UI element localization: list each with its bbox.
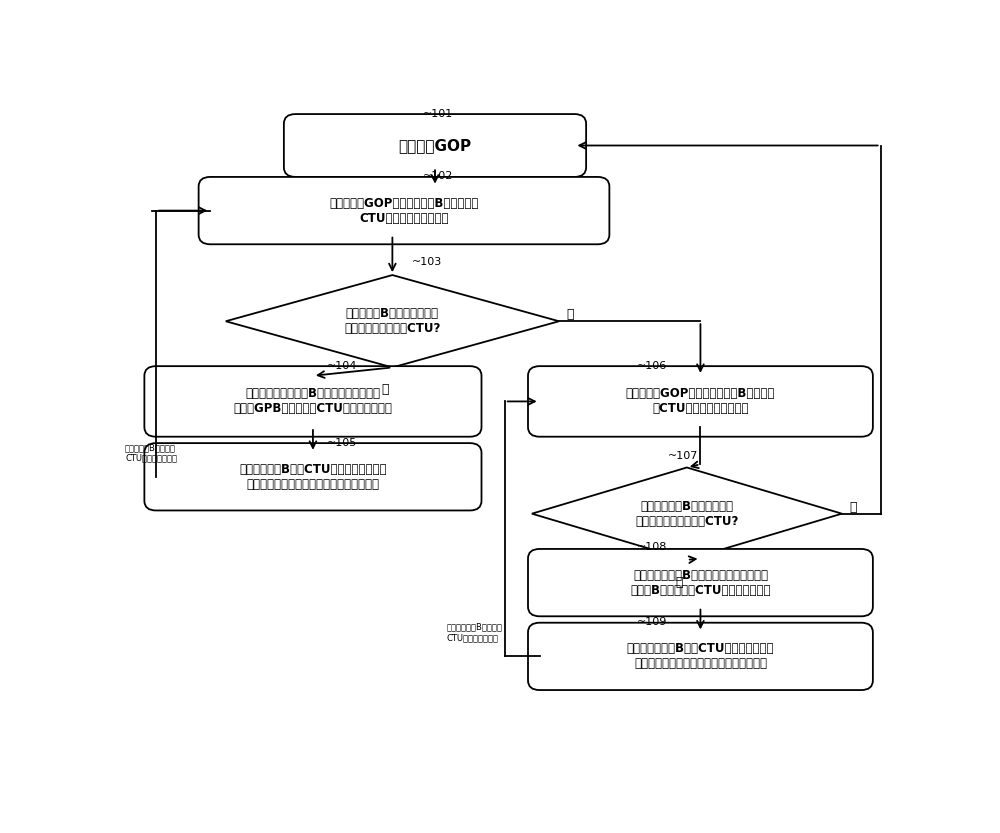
Text: 完成对非参考B帧中的该
CTU的帧间预测编码: 完成对非参考B帧中的该 CTU的帧间预测编码 xyxy=(447,622,503,642)
Text: ~101: ~101 xyxy=(423,109,454,119)
FancyBboxPatch shape xyxy=(144,443,482,511)
Text: 否: 否 xyxy=(567,308,574,322)
Text: 完成对参考B帧中的该
CTU的帧间预测编码: 完成对参考B帧中的该 CTU的帧间预测编码 xyxy=(125,443,177,462)
Text: 对待编码非参考B帧中CTU进行帧间预测编
码时，其划分深度不超过所述第二最大深度: 对待编码非参考B帧中CTU进行帧间预测编 码时，其划分深度不超过所述第二最大深度 xyxy=(627,642,774,671)
Text: ~106: ~106 xyxy=(637,361,667,371)
Text: 对待编码参考B帧中CTU进行帧间预测编码
时，对其划分深度不超过所述第一最大深度: 对待编码参考B帧中CTU进行帧间预测编码 时，对其划分深度不超过所述第一最大深度 xyxy=(239,463,387,491)
FancyBboxPatch shape xyxy=(284,114,586,177)
Text: 针对读取的GOP中待编码参考B帧中的任一
CTU，依次执行以下步骤: 针对读取的GOP中待编码参考B帧中的任一 CTU，依次执行以下步骤 xyxy=(329,197,479,225)
Polygon shape xyxy=(532,467,842,560)
Text: ~103: ~103 xyxy=(412,257,442,267)
Text: ~104: ~104 xyxy=(326,361,357,371)
Text: ~102: ~102 xyxy=(423,172,454,182)
Text: ~107: ~107 xyxy=(668,451,698,461)
FancyBboxPatch shape xyxy=(528,623,873,690)
FancyBboxPatch shape xyxy=(528,549,873,616)
Text: 从最接近待编码参考B帧且已完成帧间预测
编码的GPB帧中确定一CTU的第一最大深度: 从最接近待编码参考B帧且已完成帧间预测 编码的GPB帧中确定一CTU的第一最大深… xyxy=(234,387,392,416)
FancyBboxPatch shape xyxy=(144,367,482,436)
Text: ~109: ~109 xyxy=(637,617,667,627)
Text: 待编码参考B帧中是否还有未
进行帧间预测编码的CTU?: 待编码参考B帧中是否还有未 进行帧间预测编码的CTU? xyxy=(344,307,441,335)
Polygon shape xyxy=(226,275,559,367)
Text: ~108: ~108 xyxy=(637,542,667,552)
Text: 是: 是 xyxy=(381,383,388,397)
FancyBboxPatch shape xyxy=(528,367,873,436)
FancyBboxPatch shape xyxy=(199,177,609,244)
Text: 读取一个GOP: 读取一个GOP xyxy=(398,138,472,153)
Text: 从最接近非参考B帧且已完成帧间预测编码
的参考B帧中确定一CTU的第二最大深度: 从最接近非参考B帧且已完成帧间预测编码 的参考B帧中确定一CTU的第二最大深度 xyxy=(630,569,771,596)
Text: 待编码非参考B帧中是否还有
未进行帧间预测编码的CTU?: 待编码非参考B帧中是否还有 未进行帧间预测编码的CTU? xyxy=(635,500,739,527)
Text: 针对读取的GOP中待编码非参考B帧中的任
一CTU，依次执行以下步骤: 针对读取的GOP中待编码非参考B帧中的任 一CTU，依次执行以下步骤 xyxy=(626,387,775,416)
Text: 是: 是 xyxy=(675,576,683,589)
Text: 否: 否 xyxy=(850,501,857,514)
Text: ~105: ~105 xyxy=(326,437,357,447)
